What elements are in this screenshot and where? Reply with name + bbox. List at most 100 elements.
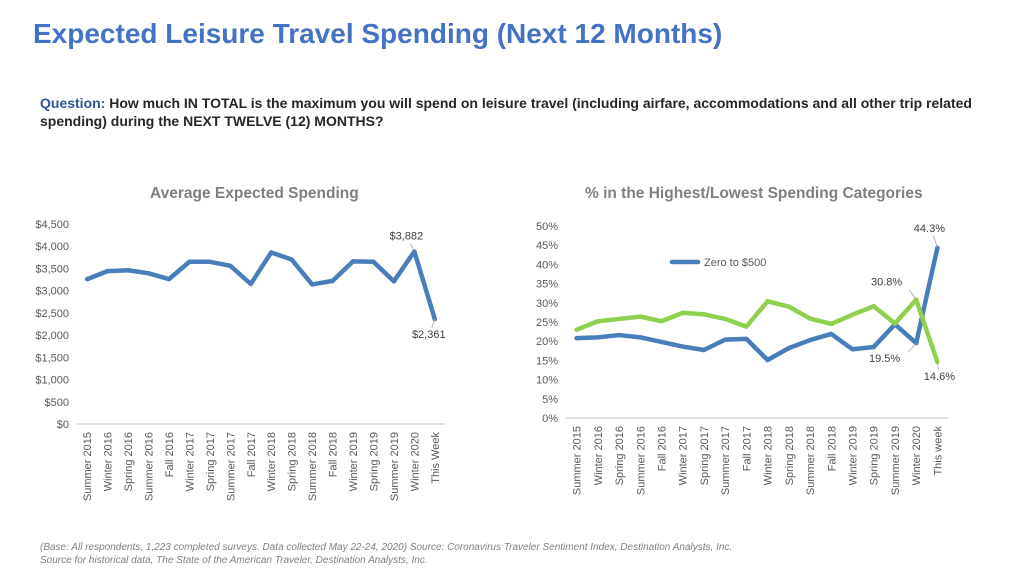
- x-tick-label: Summer 2019: [389, 432, 401, 501]
- data-point: [207, 259, 213, 264]
- data-point: [722, 316, 728, 322]
- y-tick-label: $1,500: [35, 352, 69, 364]
- data-point: [659, 339, 664, 345]
- data-point: [371, 259, 376, 264]
- data-point: [850, 347, 855, 352]
- x-tick-label: Winter 2018: [266, 432, 278, 491]
- data-point: [228, 263, 233, 268]
- data-label-leader: [933, 235, 938, 249]
- data-point: [807, 337, 813, 343]
- x-tick-label: Summer 2016: [144, 432, 156, 501]
- data-point: [765, 357, 770, 363]
- x-tick-label: Winter 2018: [763, 426, 775, 485]
- x-tick-label: Spring 2016: [123, 432, 135, 491]
- x-tick-label: Winter 2016: [103, 432, 115, 491]
- data-point: [701, 347, 707, 353]
- data-point: [829, 331, 834, 337]
- data-label-leader: [908, 289, 917, 300]
- data-label: 30.8%: [871, 277, 902, 289]
- data-point: [574, 327, 579, 332]
- data-point: [680, 310, 685, 315]
- x-tick-label: Spring 2019: [368, 432, 380, 491]
- series-line: [84, 249, 438, 322]
- data-point: [638, 335, 643, 340]
- x-tick-label: Fall 2018: [328, 432, 340, 477]
- data-point: [146, 271, 151, 276]
- data-label-leader: [907, 342, 917, 353]
- y-tick-label: 40%: [536, 259, 558, 271]
- data-point: [574, 335, 579, 341]
- x-tick-label: Spring 2019: [869, 426, 881, 485]
- data-point: [680, 344, 685, 349]
- data-point: [248, 281, 253, 287]
- data-point: [871, 344, 876, 350]
- x-tick-label: Winter 2019: [348, 432, 360, 491]
- data-label-leader: [936, 361, 939, 370]
- data-point: [391, 279, 397, 284]
- data-point: [595, 319, 601, 324]
- data-point: [786, 304, 792, 309]
- x-tick-label: Winter 2017: [184, 432, 196, 491]
- y-tick-label: 15%: [536, 355, 558, 367]
- data-label-leader: [431, 318, 436, 329]
- data-point: [105, 268, 110, 274]
- y-tick-label: 5%: [542, 394, 558, 406]
- x-tick-label: Spring 2017: [205, 432, 217, 491]
- footnote-line-2: Source for historical data, The State of…: [40, 555, 428, 566]
- data-point: [829, 321, 834, 327]
- footnote-line-1: (Base: All respondents, 1,223 completed …: [40, 542, 733, 553]
- chart-title-average-spending: Average Expected Spending: [150, 185, 359, 202]
- x-tick-label: Fall 2016: [164, 432, 176, 477]
- y-tick-label: 50%: [536, 221, 558, 233]
- x-tick-label: Summer 2018: [307, 432, 319, 501]
- y-tick-label: $2,500: [35, 308, 69, 320]
- data-point: [309, 282, 315, 287]
- x-tick-label: This Week: [430, 432, 442, 484]
- data-point: [892, 321, 898, 326]
- x-tick-label: Summer 2016: [635, 426, 647, 495]
- y-tick-label: 30%: [536, 298, 558, 310]
- y-tick-label: $4,000: [35, 241, 69, 253]
- data-point: [701, 312, 707, 317]
- y-tick-label: 25%: [536, 317, 558, 329]
- x-tick-label: Winter 2019: [848, 426, 860, 485]
- y-tick-label: 20%: [536, 336, 558, 348]
- y-tick-label: $1,000: [35, 375, 69, 387]
- y-tick-label: 10%: [536, 375, 558, 387]
- x-tick-label: Winter 2020: [409, 432, 421, 491]
- data-point: [85, 276, 90, 282]
- data-label: 14.6%: [924, 371, 955, 383]
- x-tick-label: Summer 2017: [720, 426, 732, 495]
- data-point: [432, 316, 437, 322]
- x-tick-label: This week: [932, 426, 944, 476]
- y-tick-label: $3,500: [35, 263, 69, 275]
- y-tick-label: 45%: [536, 240, 558, 252]
- data-point: [871, 304, 876, 309]
- data-point: [350, 259, 356, 264]
- data-label-leader: [409, 243, 415, 252]
- data-point: [289, 257, 294, 262]
- data-point: [125, 268, 131, 273]
- x-tick-label: Spring 2018: [784, 426, 796, 485]
- y-tick-label: $2,000: [35, 330, 69, 342]
- y-tick-label: 35%: [536, 279, 558, 291]
- data-label: $2,361: [412, 329, 446, 341]
- x-tick-label: Fall 2017: [246, 432, 258, 477]
- data-point: [638, 314, 643, 319]
- data-point: [166, 276, 172, 282]
- footnote: (Base: All respondents, 1,223 completed …: [40, 541, 732, 567]
- data-point: [744, 336, 749, 342]
- x-tick-label: Summer 2019: [890, 426, 902, 495]
- x-tick-label: Fall 2017: [741, 426, 753, 471]
- y-tick-label: $0: [57, 419, 69, 431]
- data-point: [330, 278, 335, 284]
- data-label: 44.3%: [914, 223, 945, 235]
- y-tick-label: $500: [45, 397, 69, 409]
- data-point: [850, 312, 855, 317]
- data-point: [807, 316, 813, 321]
- x-tick-label: Winter 2020: [911, 426, 923, 485]
- data-point: [659, 319, 664, 324]
- data-point: [744, 324, 749, 329]
- x-tick-label: Winter 2017: [678, 426, 690, 485]
